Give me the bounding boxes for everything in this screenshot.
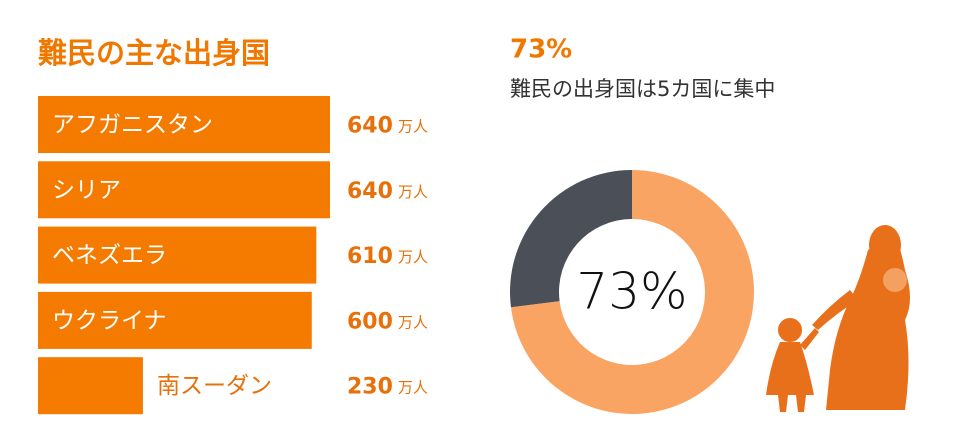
refugee-illustration <box>766 225 910 412</box>
value-unit: 万人 <box>398 313 428 331</box>
bar-label: ベネズエラ <box>52 243 167 269</box>
value-number: 610 <box>347 244 393 269</box>
child-arm <box>800 328 819 350</box>
mother-arm <box>812 290 858 330</box>
child-body <box>766 342 814 412</box>
value-label: 600 万人 <box>347 309 428 334</box>
donut-subtitle: 難民の出身国は5カ国に集中 <box>510 77 775 101</box>
donut-title: 73% <box>510 35 572 65</box>
donut-center-label: 73% <box>576 263 687 321</box>
value-number: 640 <box>347 114 393 139</box>
value-label: 230 万人 <box>347 375 428 400</box>
bar <box>38 226 317 284</box>
value-unit: 万人 <box>398 117 428 135</box>
child-head <box>778 318 802 342</box>
value-label: 640 万人 <box>347 179 428 204</box>
mother-body <box>826 235 910 410</box>
value-unit: 万人 <box>398 182 428 200</box>
bar <box>38 291 312 349</box>
bar-label: シリア <box>52 177 121 203</box>
value-number: 600 <box>347 309 393 334</box>
value-label: 640 万人 <box>347 114 428 139</box>
value-number: 640 <box>347 179 393 204</box>
donut-segment <box>510 170 632 308</box>
bar <box>38 161 330 219</box>
bar-label: アフガニスタン <box>52 112 213 138</box>
baby <box>883 268 907 292</box>
value-unit: 万人 <box>398 248 428 266</box>
bar <box>38 357 143 415</box>
bar-label: 南スーダン <box>157 373 272 399</box>
donut-segment <box>510 170 754 414</box>
value-unit: 万人 <box>398 378 428 396</box>
bar-chart-title: 難民の主な出身国 <box>38 36 270 70</box>
value-number: 230 <box>347 375 393 400</box>
bar <box>38 96 330 153</box>
value-label: 610 万人 <box>347 244 428 269</box>
bar-label: ウクライナ <box>52 308 167 334</box>
